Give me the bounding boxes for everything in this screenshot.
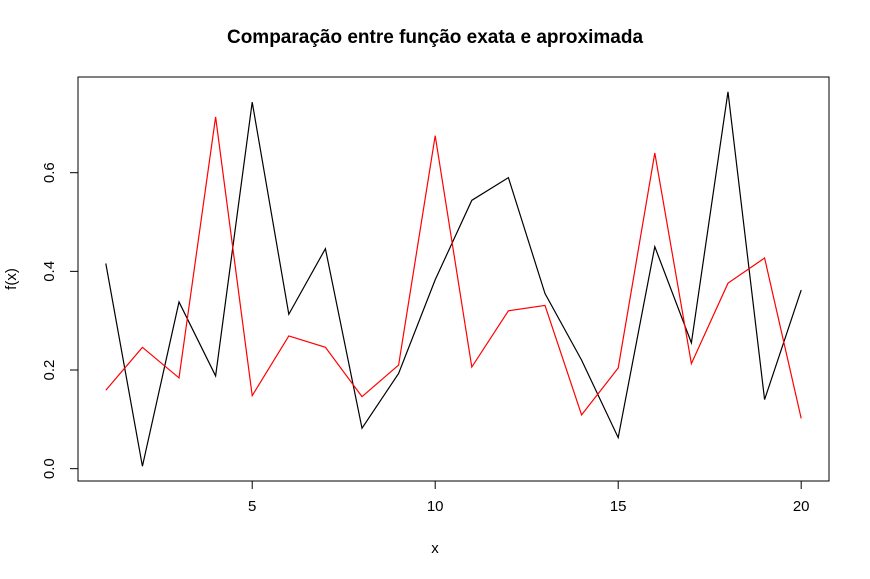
x-axis-label: x [431,540,439,557]
chart-title: Comparação entre função exata e aproxima… [226,27,644,48]
y-tick-label: 0.6 [41,162,58,183]
y-tick-label: 0.4 [41,261,58,282]
x-tick-label: 5 [248,498,256,515]
series-line-2 [105,116,802,419]
x-tick-label: 15 [610,498,627,515]
x-tick-label: 10 [427,498,444,515]
series-line-1 [105,91,802,467]
y-axis-label: f(x) [3,268,20,290]
y-tick-label: 0.0 [41,458,58,479]
x-tick-label: 20 [793,498,810,515]
plot-frame [77,76,830,482]
y-tick-label: 0.2 [41,360,58,381]
